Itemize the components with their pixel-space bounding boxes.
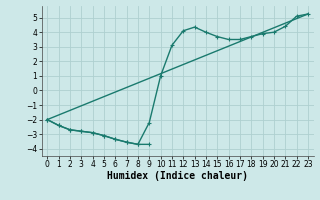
X-axis label: Humidex (Indice chaleur): Humidex (Indice chaleur) [107,171,248,181]
